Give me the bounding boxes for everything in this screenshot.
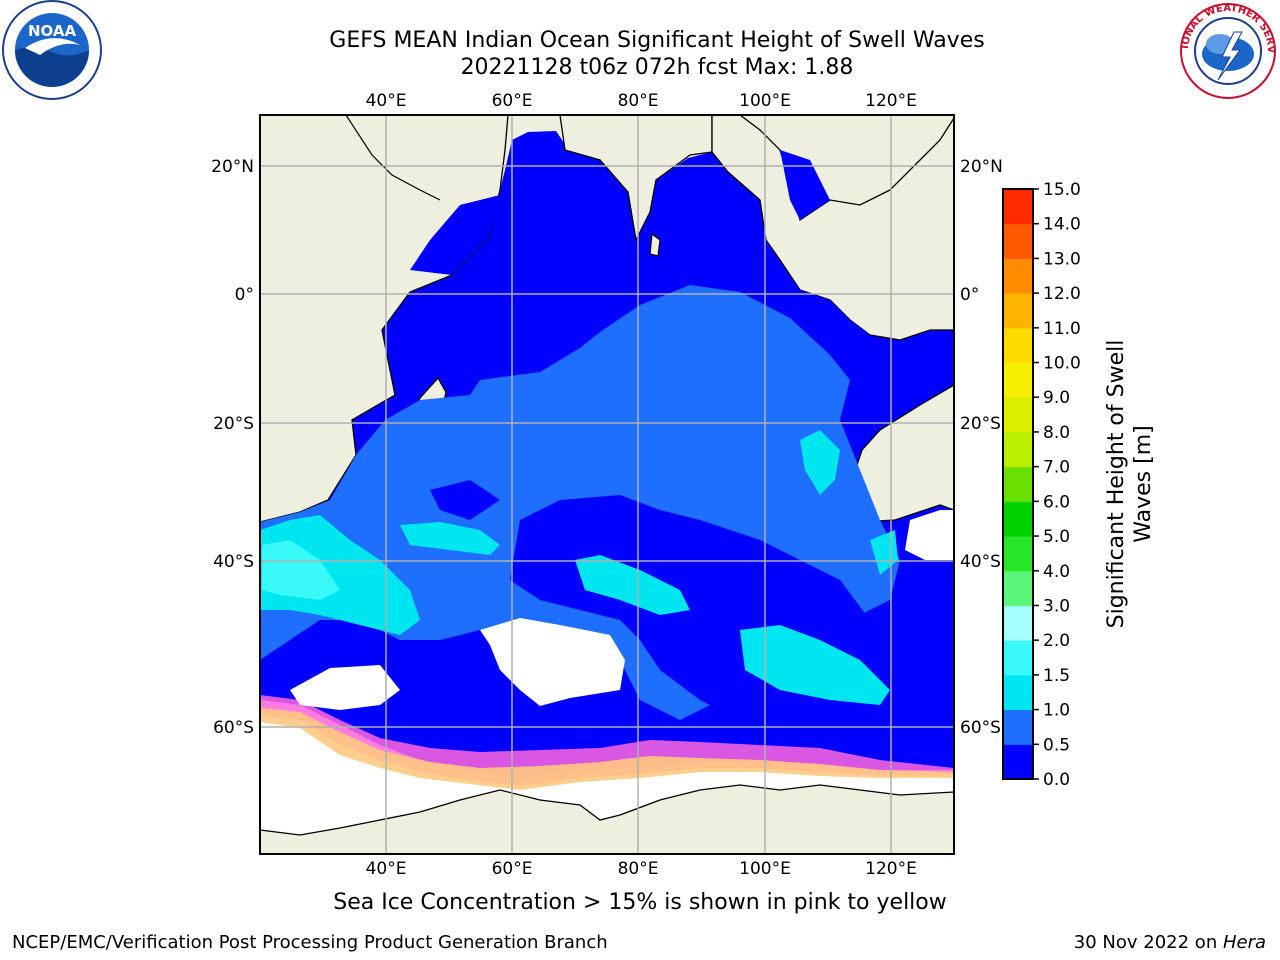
grid-lines	[260, 115, 954, 854]
colorbar-tick-label: 5.0	[1043, 527, 1070, 547]
footer-credit: NCEP/EMC/Verification Post Processing Pr…	[12, 932, 608, 953]
colorbar-tick-label: 7.0	[1043, 458, 1070, 478]
colorbar-label-line2: Waves [m]	[1131, 425, 1156, 542]
right-lat-tick: 60°S	[960, 718, 1001, 738]
colorbar-swatch	[1003, 223, 1033, 259]
bottom-lon-tick: 120°E	[865, 859, 917, 879]
footer-host: Hera	[1222, 932, 1266, 953]
ocean-java-sea	[740, 240, 870, 345]
chart-subtitle-forecast: 20221128 t06z 072h fcst Max: 1.88	[460, 55, 854, 80]
colorbar-tick-label: 9.0	[1043, 388, 1070, 408]
colorbar-tick-label: 8.0	[1043, 423, 1070, 443]
colorbar-tick-label: 0.0	[1043, 770, 1070, 790]
colorbar-swatch	[1003, 709, 1033, 745]
ocean-swell-1.0-1.5-east	[575, 555, 690, 615]
colorbar-swatch	[1003, 605, 1033, 641]
footer-date-text: 30 Nov 2022 on	[1073, 932, 1223, 953]
colorbar-tick-label: 1.0	[1043, 701, 1070, 721]
colorbar-swatch	[1003, 431, 1033, 468]
nws-logo: NATIONAL WEATHER SERVICE	[1178, 2, 1276, 99]
colorbar-tick-label: 13.0	[1043, 249, 1081, 269]
colorbar-tick-label: 4.0	[1043, 562, 1070, 582]
colorbar-tick-label: 11.0	[1043, 319, 1081, 339]
map-frame	[259, 114, 955, 855]
colorbar-swatch	[1003, 674, 1033, 711]
right-lat-tick: 20°S	[960, 414, 1001, 434]
colorbar-tick-label: 0.5	[1043, 735, 1070, 755]
colorbar-tick-label: 14.0	[1043, 215, 1081, 235]
left-lat-tick: 20°S	[213, 414, 254, 434]
chart-title: GEFS MEAN Indian Ocean Significant Heigh…	[329, 28, 985, 53]
colorbar-swatch	[1003, 258, 1033, 294]
left-lat-tick: 40°S	[213, 552, 254, 572]
top-lon-tick: 120°E	[865, 91, 917, 111]
left-lat-tick: 60°S	[213, 718, 254, 738]
ocean-swell-1.0-1.5-west	[260, 515, 420, 635]
land-arabia	[260, 115, 509, 523]
footer-date: 30 Nov 2022 on Hera	[1074, 932, 1266, 953]
top-lon-tick: 100°E	[739, 91, 791, 111]
colorbar-swatch	[1003, 536, 1033, 572]
sea-ice-edge-yellow	[260, 708, 954, 790]
ocean-swell-core-west	[430, 480, 500, 520]
ocean-swell-1.0-1.5-southeast	[740, 625, 890, 705]
colorbar-swatch	[1003, 640, 1033, 676]
colorbar-tick-label: 3.0	[1043, 596, 1070, 616]
ice-patch-1	[290, 665, 400, 710]
noaa-logo: NOAA	[2, 0, 102, 100]
left-lat-tick: 0°	[235, 285, 254, 305]
colorbar-tick-label: 1.5	[1043, 666, 1070, 686]
colorbar-swatch	[1003, 570, 1033, 606]
ice-patch-3	[905, 510, 954, 560]
colorbar-swatch	[1003, 501, 1033, 537]
sea-ice-note: Sea Ice Concentration > 15% is shown in …	[333, 890, 947, 915]
top-lon-tick: 60°E	[492, 91, 533, 111]
colorbar-tick-label: 15.0	[1043, 180, 1081, 200]
bottom-lon-tick: 80°E	[618, 859, 659, 879]
colorbar-ticks: 0.0 0.5 1.0 1.5 2.0 3.0 4.0 5.0 6.0 7.0 8.0 9.0 10.0…	[1033, 180, 1081, 790]
colorbar-swatch	[1003, 397, 1033, 433]
noaa-logo-text: NOAA	[28, 22, 77, 40]
bottom-lon-tick: 100°E	[739, 859, 791, 879]
colorbar-swatch	[1003, 362, 1033, 398]
ice-patch-2	[480, 618, 625, 706]
colorbar-tick-label: 6.0	[1043, 492, 1070, 512]
colorbar-frame	[1002, 188, 1034, 780]
ocean-south-china-sea	[780, 150, 830, 220]
colorbar-tick-label: 10.0	[1043, 354, 1081, 374]
right-lat-tick: 0°	[960, 285, 979, 305]
ocean-gulf-aden	[410, 195, 500, 275]
top-lon-tick: 80°E	[618, 91, 659, 111]
bottom-lon-tick: 40°E	[366, 859, 407, 879]
land-sri-lanka	[649, 232, 661, 257]
colorbar-swatch	[1003, 744, 1033, 780]
colorbar-tick-label: 12.0	[1043, 284, 1081, 304]
ocean-swell-1.5-2.0-west	[262, 540, 340, 600]
colorbar-tick-label: 2.0	[1043, 631, 1070, 651]
left-lat-tick: 20°N	[211, 157, 254, 177]
colorbar-swatch	[1003, 466, 1033, 502]
map-area	[260, 115, 954, 854]
colorbar-label-line1: Significant Height of Swell	[1104, 340, 1129, 629]
bottom-lon-tick: 60°E	[492, 859, 533, 879]
top-lon-tick: 40°E	[366, 91, 407, 111]
colorbar	[1003, 189, 1033, 780]
ocean-swell-1.0-1.5-mid	[400, 522, 500, 555]
ocean-swell-1.0-1.5-australia	[800, 430, 840, 495]
colorbar-swatch	[1003, 293, 1033, 329]
colorbar-swatch	[1003, 189, 1033, 225]
colorbar-swatch	[1003, 327, 1033, 364]
right-lat-tick: 40°S	[960, 552, 1001, 572]
coast-red-sea	[345, 115, 441, 201]
land-antarctica	[260, 784, 954, 854]
right-lat-tick: 20°N	[960, 157, 1003, 177]
